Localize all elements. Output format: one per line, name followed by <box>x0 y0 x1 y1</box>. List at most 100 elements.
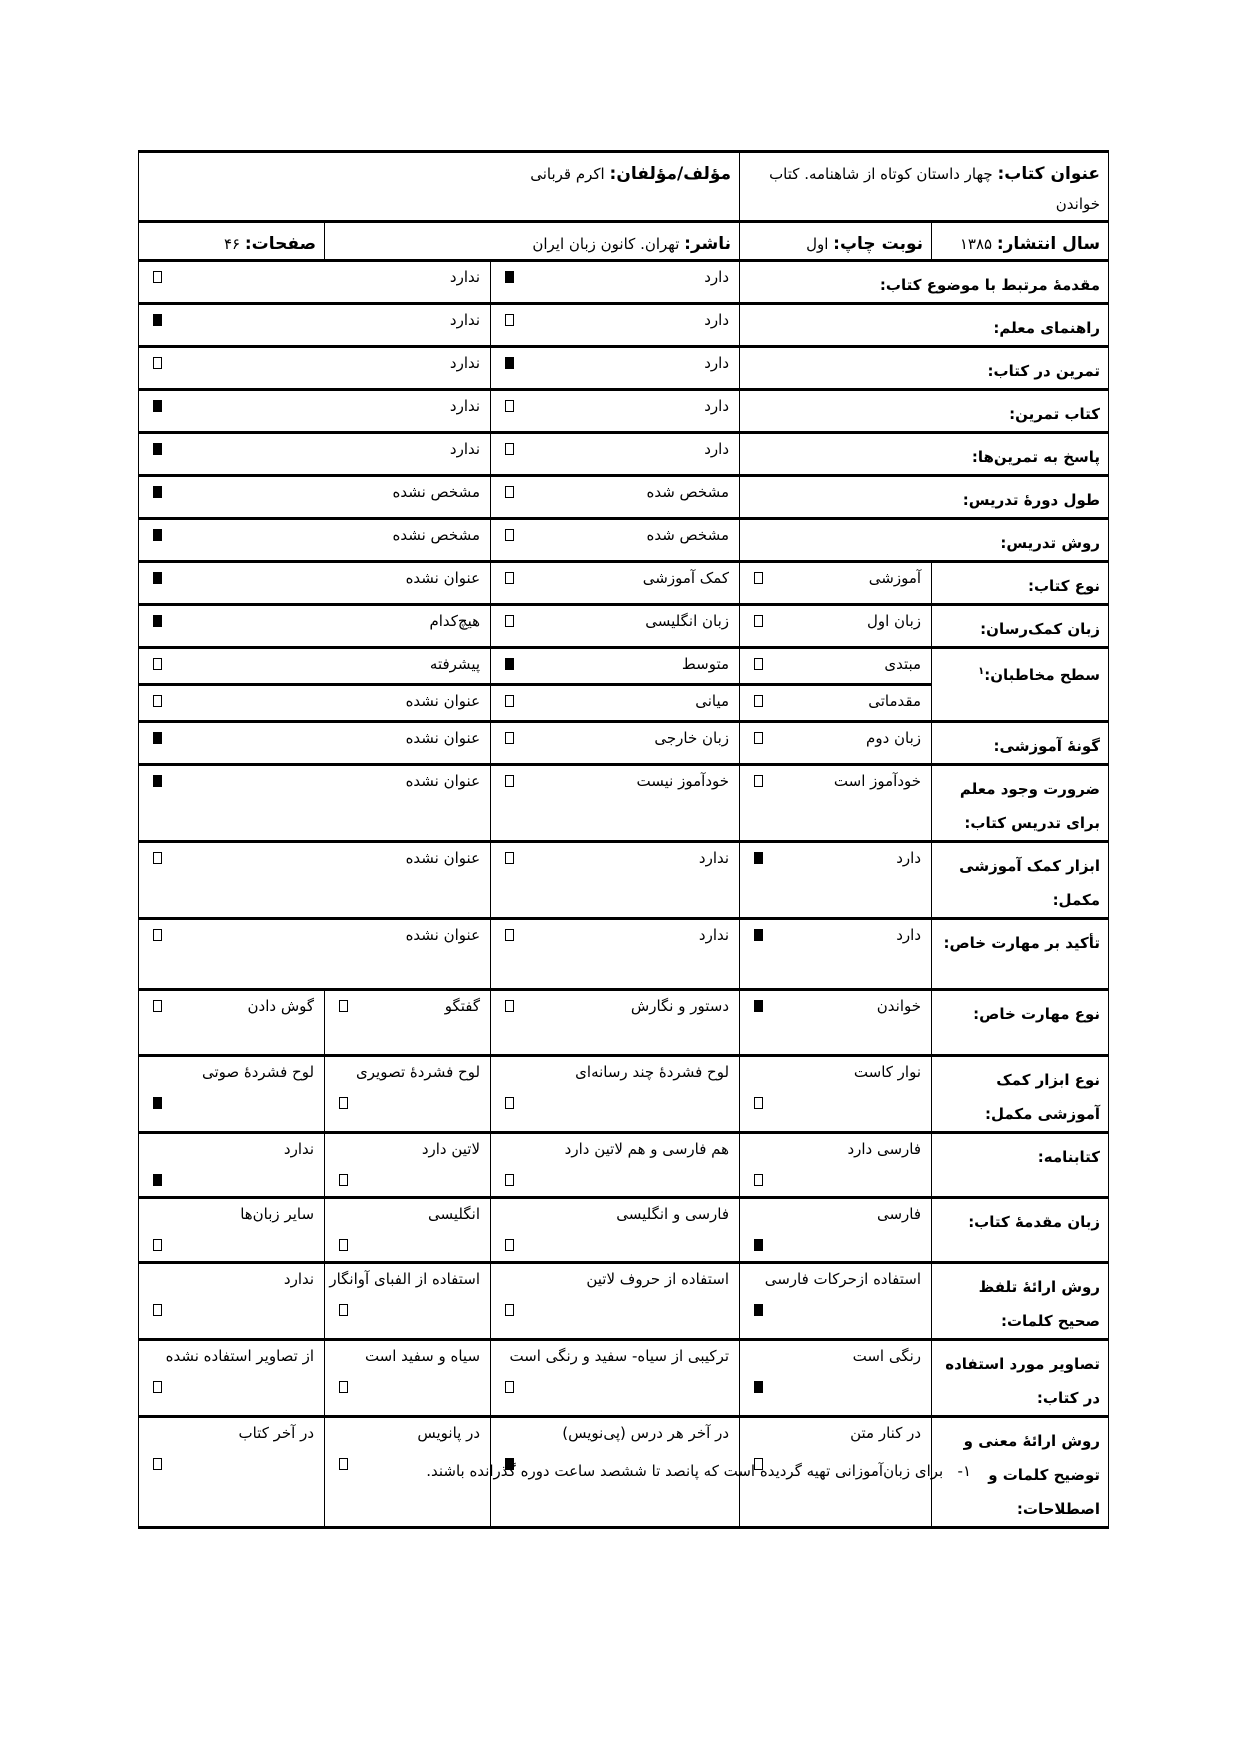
option-label: فارسی <box>876 1205 922 1223</box>
option-label: ندارد <box>449 268 481 286</box>
checked-checkbox-icon[interactable] <box>153 1097 162 1109</box>
option-cell: دارد <box>739 917 933 990</box>
checked-checkbox-icon[interactable] <box>153 572 162 584</box>
option-label: عنوان نشده <box>405 729 481 747</box>
option-label: زبان انگلیسی <box>645 612 730 630</box>
form-row: زبان مقدمهٔ کتاب: فارسی فارسی و انگلیسی انگ… <box>137 1196 1110 1263</box>
unchecked-checkbox-icon[interactable] <box>754 1458 764 1470</box>
checked-checkbox-icon[interactable] <box>505 271 515 283</box>
checked-checkbox-icon[interactable] <box>153 400 162 412</box>
unchecked-checkbox-icon[interactable] <box>153 1381 162 1393</box>
checked-checkbox-icon[interactable] <box>153 775 162 787</box>
checked-checkbox-icon[interactable] <box>505 357 515 369</box>
checked-checkbox-icon[interactable] <box>505 1458 515 1470</box>
unchecked-checkbox-icon[interactable] <box>505 1174 515 1186</box>
row-label-text: روش ارائهٔ معنی و توضیح کلمات و اصطلاحات… <box>963 1432 1101 1518</box>
option-cell: خودآموز نیست <box>490 763 741 842</box>
unchecked-checkbox-icon[interactable] <box>505 615 515 627</box>
form-row: روش ارائهٔ معنی و توضیح کلمات و اصطلاحات… <box>137 1415 1110 1528</box>
unchecked-checkbox-icon[interactable] <box>153 929 162 941</box>
checked-checkbox-icon[interactable] <box>505 658 515 670</box>
unchecked-checkbox-icon[interactable] <box>754 1174 764 1186</box>
option-label: فارسی و انگلیسی <box>616 1205 730 1223</box>
row-label-text: کتاب تمرین: <box>1009 405 1101 423</box>
row-label-text: زبان کمک‌رسان: <box>980 620 1101 638</box>
checked-checkbox-icon[interactable] <box>153 732 162 744</box>
unchecked-checkbox-icon[interactable] <box>153 357 162 369</box>
checked-checkbox-icon[interactable] <box>754 1000 764 1012</box>
form-row: مقدمهٔ مرتبط با موضوع کتاب: دارد ندارد <box>137 259 1110 304</box>
checked-checkbox-icon[interactable] <box>153 615 162 627</box>
option-label: دستور و نگارش <box>630 997 730 1015</box>
unchecked-checkbox-icon[interactable] <box>505 314 515 326</box>
unchecked-checkbox-icon[interactable] <box>505 529 515 541</box>
unchecked-checkbox-icon[interactable] <box>505 572 515 584</box>
checked-checkbox-icon[interactable] <box>153 486 162 498</box>
row-label: طول دورهٔ تدریس: <box>739 474 1110 519</box>
unchecked-checkbox-icon[interactable] <box>505 695 515 707</box>
checked-checkbox-icon[interactable] <box>754 852 764 864</box>
unchecked-checkbox-icon[interactable] <box>153 852 162 864</box>
unchecked-checkbox-icon[interactable] <box>754 572 764 584</box>
option-cell: دارد <box>490 302 741 347</box>
form-row: نوع ابزار کمک آموزشی مکمل: نوار کاست لوح ف… <box>137 1054 1110 1133</box>
option-label: مشخص شده <box>646 483 730 501</box>
option-cell: عنوان نشده <box>137 840 492 919</box>
unchecked-checkbox-icon[interactable] <box>754 695 764 707</box>
unchecked-checkbox-icon[interactable] <box>339 1239 349 1251</box>
unchecked-checkbox-icon[interactable] <box>505 443 515 455</box>
form-row: گونهٔ آموزشی: زبان دوم زبان خارجی عنوان نشد… <box>137 720 1110 765</box>
option-cell: فارسی دارد <box>739 1131 933 1198</box>
option-cell: عنوان نشده <box>137 763 492 842</box>
option-cell: لاتین دارد <box>324 1131 492 1198</box>
unchecked-checkbox-icon[interactable] <box>153 658 162 670</box>
unchecked-checkbox-icon[interactable] <box>339 1000 349 1012</box>
book-title-value: چهار داستان کوتاه از شاهنامه. کتاب خواند… <box>769 165 1101 213</box>
checked-checkbox-icon[interactable] <box>153 443 162 455</box>
unchecked-checkbox-icon[interactable] <box>339 1097 349 1109</box>
unchecked-checkbox-icon[interactable] <box>505 486 515 498</box>
unchecked-checkbox-icon[interactable] <box>505 929 515 941</box>
unchecked-checkbox-icon[interactable] <box>505 1381 515 1393</box>
unchecked-checkbox-icon[interactable] <box>153 1458 162 1470</box>
unchecked-checkbox-icon[interactable] <box>754 1097 764 1109</box>
unchecked-checkbox-icon[interactable] <box>505 400 515 412</box>
unchecked-checkbox-icon[interactable] <box>505 1097 515 1109</box>
unchecked-checkbox-icon[interactable] <box>754 658 764 670</box>
checked-checkbox-icon[interactable] <box>754 929 764 941</box>
unchecked-checkbox-icon[interactable] <box>505 775 515 787</box>
row-label: زبان مقدمهٔ کتاب: <box>931 1196 1110 1263</box>
unchecked-checkbox-icon[interactable] <box>339 1304 349 1316</box>
option-label: کمک آموزشی <box>642 569 730 587</box>
option-cell: دارد <box>490 431 741 476</box>
checked-checkbox-icon[interactable] <box>754 1239 764 1251</box>
checked-checkbox-icon[interactable] <box>153 529 162 541</box>
form-row: سطح مخاطبان:۱ مبتدی متوسط پیشرفته <box>137 646 1110 722</box>
row-label: مقدمهٔ مرتبط با موضوع کتاب: <box>739 259 1110 304</box>
unchecked-checkbox-icon[interactable] <box>505 852 515 864</box>
unchecked-checkbox-icon[interactable] <box>754 732 764 744</box>
unchecked-checkbox-icon[interactable] <box>153 1304 162 1316</box>
option-cell: عنوان نشده <box>137 560 492 605</box>
unchecked-checkbox-icon[interactable] <box>505 1000 515 1012</box>
option-label: عنوان نشده <box>405 692 481 710</box>
unchecked-checkbox-icon[interactable] <box>505 1239 515 1251</box>
checked-checkbox-icon[interactable] <box>754 1381 764 1393</box>
unchecked-checkbox-icon[interactable] <box>153 1239 162 1251</box>
unchecked-checkbox-icon[interactable] <box>153 271 162 283</box>
unchecked-checkbox-icon[interactable] <box>754 775 764 787</box>
unchecked-checkbox-icon[interactable] <box>339 1174 349 1186</box>
unchecked-checkbox-icon[interactable] <box>153 695 162 707</box>
checked-checkbox-icon[interactable] <box>153 1174 162 1186</box>
option-label: نوار کاست <box>853 1063 922 1081</box>
unchecked-checkbox-icon[interactable] <box>505 732 515 744</box>
unchecked-checkbox-icon[interactable] <box>754 615 764 627</box>
option-cell: ندارد <box>137 431 492 476</box>
checked-checkbox-icon[interactable] <box>754 1304 764 1316</box>
unchecked-checkbox-icon[interactable] <box>153 1000 162 1012</box>
unchecked-checkbox-icon[interactable] <box>505 1304 515 1316</box>
option-label: ندارد <box>449 397 481 415</box>
unchecked-checkbox-icon[interactable] <box>339 1381 349 1393</box>
checked-checkbox-icon[interactable] <box>153 314 162 326</box>
unchecked-checkbox-icon[interactable] <box>339 1458 349 1470</box>
